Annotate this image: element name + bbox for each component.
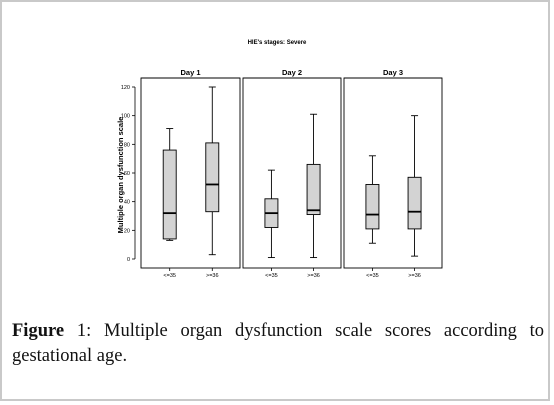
chart-title: HIE's stages: Severe <box>248 40 307 46</box>
y-tick-label: 80 <box>124 142 130 148</box>
panel-frame <box>343 77 443 269</box>
iqr-box <box>365 184 380 230</box>
caption-text: : Multiple organ dysfunction scale score… <box>12 321 545 366</box>
caption-number: 1 <box>76 321 87 341</box>
y-tick-label: 0 <box>127 257 130 263</box>
caption-label: Figure <box>12 321 65 341</box>
x-tick-label: <=35 <box>163 273 176 279</box>
x-tick-label: >=36 <box>408 273 421 279</box>
y-tick-label: 60 <box>124 171 130 177</box>
panel-title: Day 1 <box>180 68 200 77</box>
figure-caption: Figure 1: Multiple organ dysfunction sca… <box>12 319 544 369</box>
y-tick-label: 120 <box>121 85 130 91</box>
iqr-box <box>205 142 220 213</box>
panel-title: Day 3 <box>383 68 403 77</box>
x-tick-label: >=36 <box>307 273 320 279</box>
panel-frame <box>140 77 241 269</box>
y-tick-label: 40 <box>124 200 130 206</box>
y-axis-label: Multiple organ dysfunction scale <box>116 117 125 234</box>
y-tick-label: 20 <box>124 228 130 234</box>
iqr-box <box>306 163 321 216</box>
x-tick-label: <=35 <box>265 273 278 279</box>
boxplot-chart: HIE's stages: Severe Multiple organ dysf… <box>116 40 443 279</box>
x-tick-label: <=35 <box>366 273 379 279</box>
iqr-box <box>162 149 177 240</box>
x-tick-label: >=36 <box>206 273 219 279</box>
panel-frame <box>242 77 342 269</box>
iqr-box <box>407 176 422 230</box>
panel-title: Day 2 <box>282 68 302 77</box>
y-tick-label: 100 <box>121 114 130 120</box>
